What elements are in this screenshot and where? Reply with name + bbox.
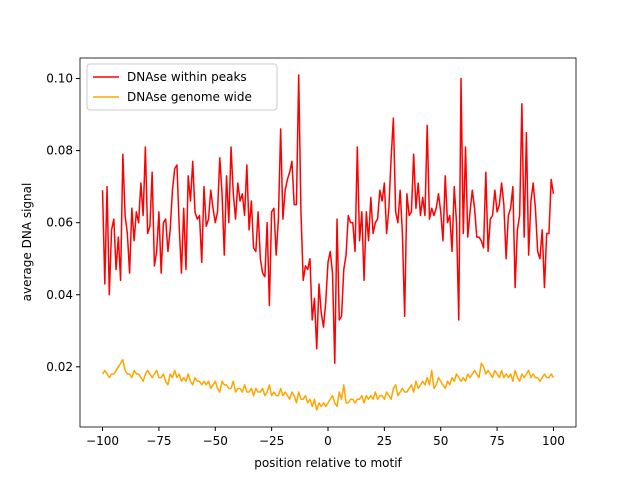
x-tick-label: −100 (86, 434, 119, 448)
y-tick-label: 0.08 (46, 144, 73, 158)
legend-label: DNAse genome wide (127, 90, 252, 104)
line-series (101, 74, 555, 364)
x-tick-label: −50 (203, 434, 228, 448)
y-tick-label: 0.04 (46, 288, 73, 302)
plot-frame (79, 57, 577, 428)
x-tick-label: 75 (489, 434, 504, 448)
x-tick-label: 100 (542, 434, 565, 448)
x-tick-label: −75 (146, 434, 171, 448)
line-series (101, 358, 555, 411)
x-axis-label: position relative to motif (254, 456, 402, 470)
x-tick-label: 25 (377, 434, 392, 448)
x-tick-label: 50 (433, 434, 448, 448)
y-tick-label: 0.02 (46, 360, 73, 374)
x-tick-label: −25 (259, 434, 284, 448)
legend-box (86, 63, 278, 111)
y-tick-label: 0.06 (46, 216, 73, 230)
y-axis-label: average DNA signal (20, 183, 34, 302)
y-tick-label: 0.10 (46, 72, 73, 86)
legend-label: DNAse within peaks (127, 70, 247, 84)
x-tick-label: 0 (324, 434, 332, 448)
